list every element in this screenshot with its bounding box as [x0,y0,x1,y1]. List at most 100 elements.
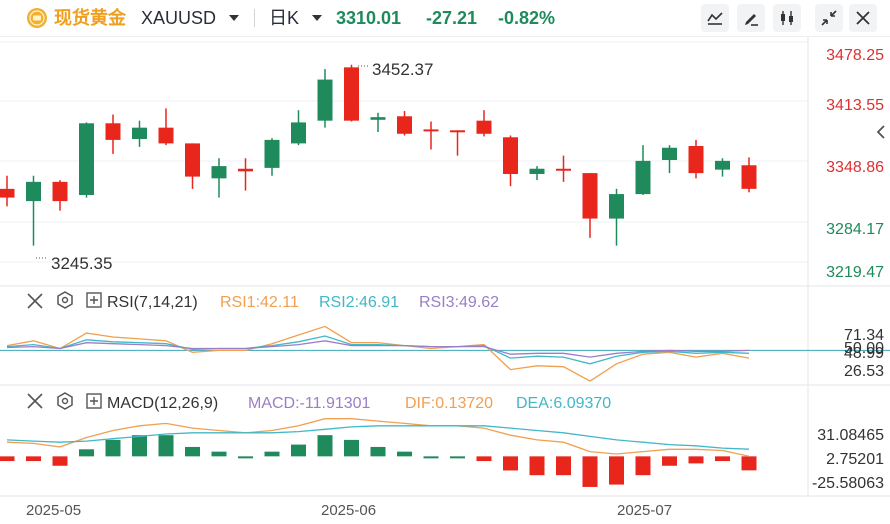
dif-line [6,418,750,457]
rsi1-value: RSI1:42.11 [220,294,299,311]
close-icon[interactable] [27,293,43,309]
candle [582,173,598,238]
macd-bar [291,444,306,457]
dif-value: DIF:0.13720 [405,395,493,412]
candle-body [423,129,439,132]
candle-style-button[interactable] [773,4,801,32]
candle-body [635,160,651,195]
candle-body [556,168,571,171]
add-indicator-icon[interactable] [86,393,102,409]
macd-bar [397,451,412,457]
time-label: 2025-06 [321,502,376,519]
macd-bar [741,456,757,471]
candle-body [185,143,200,177]
macd-bar [529,456,545,476]
line-chart-button[interactable] [701,4,729,32]
candle-body [688,146,704,174]
add-indicator-icon[interactable] [86,292,102,308]
price-label: 3478.25 [826,47,884,64]
macd-axis-label: 2.75201 [826,451,884,468]
chevron-left-icon[interactable] [876,125,885,139]
candle [344,64,359,122]
macd-bar [264,451,280,457]
dea-line [6,425,750,450]
candle [370,112,386,133]
macd-bar [158,435,174,457]
candle [0,175,15,207]
last-price: 3310.01 [336,8,402,28]
settings-icon[interactable] [57,392,73,410]
rsi2-line [6,335,750,365]
chart-area[interactable]: 3478.25 3413.55 3348.86 3284.17 3219.47 … [0,37,890,524]
candle [635,145,651,195]
candle-body [397,116,412,134]
candle-body [609,194,624,219]
candle [503,135,518,187]
symbol-code[interactable]: XAUUSD [141,8,217,28]
candle-body [715,160,730,170]
macd-bar [609,456,624,485]
macd-bar [423,456,439,459]
candle [26,175,41,246]
candle [450,130,465,156]
rsi1-line [6,325,750,382]
timeframe-chevron-down-icon[interactable] [312,15,322,22]
shrink-button[interactable] [815,4,843,32]
dea-value: DEA:6.09370 [516,395,611,412]
close-icon [856,11,870,25]
max-price-annotation: 3452.37 [358,60,433,79]
candle-body [105,123,121,140]
price-axis: 3478.25 3413.55 3348.86 3284.17 3219.47 [826,47,884,281]
candle [132,120,147,147]
macd-bar [662,456,677,466]
macd-panel-header: MACD(12,26,9) MACD:-11.91301 DIF:0.13720… [27,392,611,412]
chevron-down-icon[interactable] [229,15,239,22]
candle-body [291,122,306,144]
candle [662,145,677,174]
candle-body [0,188,15,198]
candle-body [503,137,518,174]
candle [211,158,227,198]
rsi-panel-header: RSI(7,14,21) RSI1:42.11 RSI2:46.91 RSI3:… [27,291,499,311]
min-price-annotation: 3245.35 [36,254,112,273]
rsi-title: RSI(7,14,21) [107,294,198,311]
candle-body [26,181,41,202]
candle [238,158,253,191]
candle [185,143,200,189]
symbol-name: 现货黄金 [54,8,126,28]
candle [397,111,412,136]
close-chart-button[interactable] [849,4,877,32]
candle-body [158,127,174,144]
macd-bar [79,449,94,457]
settings-icon[interactable] [57,291,73,309]
macd-value: MACD:-11.91301 [248,395,371,412]
macd-bar [450,456,465,459]
candle-body [344,67,359,121]
candle [688,139,704,179]
macd-bar [582,456,598,487]
macd-bar [52,456,68,466]
close-icon[interactable] [27,393,43,409]
shrink-icon [821,10,837,26]
price-label: 3284.17 [826,221,884,238]
price-label: 3219.47 [826,264,884,281]
candle-series [0,64,757,246]
candle [317,69,333,128]
main-grid [0,37,809,496]
header-divider [254,9,255,27]
candle-body [450,130,465,133]
timeframe-select[interactable]: 日K [269,8,300,28]
candle-body [476,120,492,134]
candle [715,158,730,177]
draw-button[interactable] [737,4,765,32]
macd-bar [503,456,518,471]
price-label: 3413.55 [826,97,884,114]
price-label: 3348.86 [826,159,884,176]
macd-bar [635,456,651,476]
candle [609,188,624,246]
candle-body [582,173,598,219]
max-price-label: 3452.37 [372,60,433,79]
macd-plot [0,418,757,487]
macd-bar [211,451,227,457]
macd-bar [132,435,147,457]
